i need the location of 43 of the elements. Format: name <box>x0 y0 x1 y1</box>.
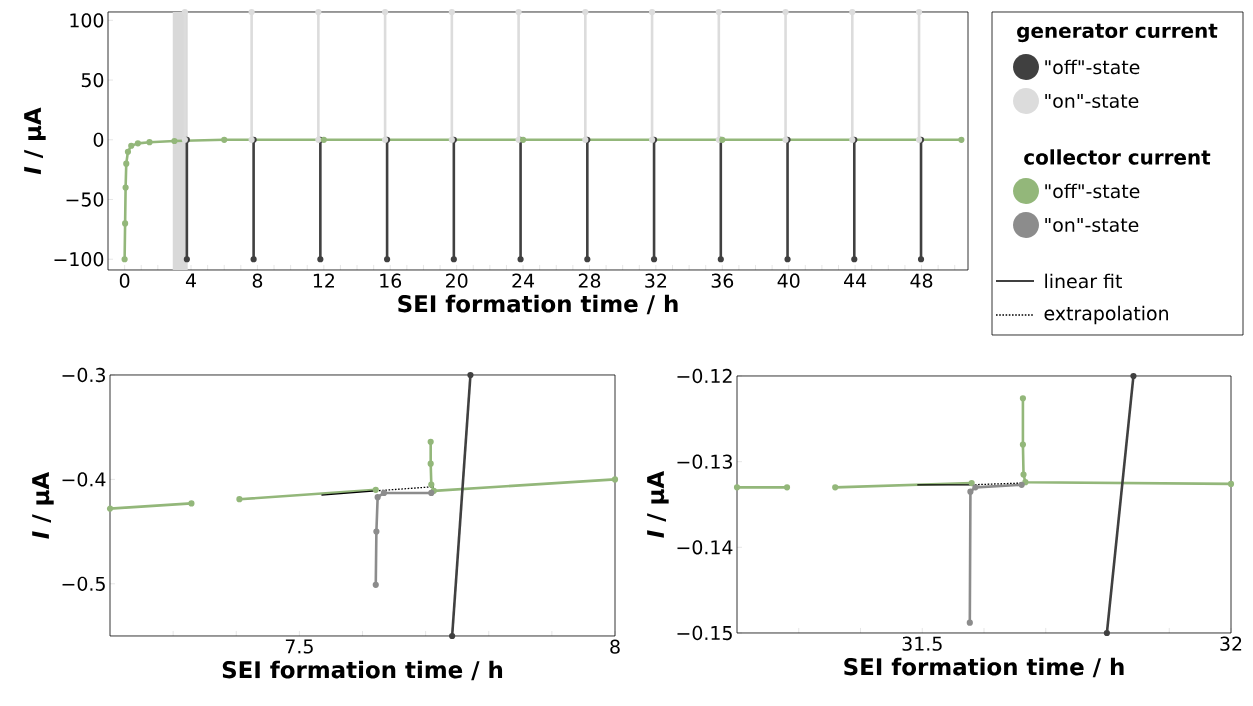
x-tick-label: 20 <box>446 273 468 288</box>
y-tick-label: −0.14 <box>677 540 733 555</box>
y-tick-label: −0.15 <box>677 625 732 641</box>
legend-label: "on"-state <box>1045 93 1139 109</box>
x-tick-label: 12 <box>313 273 334 288</box>
x-tick-label: 0 <box>119 273 130 288</box>
x-tick-label: 32 <box>1220 636 1242 651</box>
x-tick-label: 7.5 <box>285 639 313 654</box>
legend-label: "off"-state <box>1045 183 1140 199</box>
legend-label: linear fit <box>1045 273 1122 289</box>
x-tick-label: 31.5 <box>902 636 942 651</box>
y-axis-title: I / μA <box>647 470 669 538</box>
legend-title: generator current <box>1017 23 1218 43</box>
x-tick-label: 48 <box>910 273 933 288</box>
x-tick-label: 28 <box>578 273 601 288</box>
y-tick-label: −0.5 <box>62 576 105 591</box>
x-axis-title: SEI formation time / h <box>222 660 503 681</box>
y-tick-label: −50 <box>66 192 104 207</box>
x-tick-label: 24 <box>512 273 535 288</box>
y-tick-label: −0.13 <box>677 454 732 469</box>
x-tick-label: 40 <box>777 273 800 288</box>
legend-label: extrapolation <box>1044 305 1168 325</box>
y-tick-label: 0 <box>93 132 104 147</box>
y-tick-label: 50 <box>81 72 104 88</box>
y-tick-label: −0.12 <box>677 368 732 384</box>
y-tick-label: −0.4 <box>62 472 106 487</box>
y-tick-label: 100 <box>70 13 104 28</box>
legend-label: "on"-state <box>1045 217 1139 233</box>
x-tick-label: 8 <box>610 639 620 654</box>
x-tick-label: 16 <box>380 273 402 288</box>
x-tick-label: 8 <box>252 273 263 288</box>
legend-title: collector current <box>1024 149 1211 165</box>
x-axis-title: SEI formation time / h <box>398 294 678 315</box>
y-axis-title: I / μA <box>32 471 54 539</box>
x-tick-label: 4 <box>185 273 196 288</box>
x-tick-label: 44 <box>844 273 867 288</box>
legend-label: "off"-state <box>1045 59 1140 75</box>
x-tick-label: 36 <box>711 273 734 288</box>
x-tick-label: 32 <box>645 273 667 288</box>
y-axis-title: I / μA <box>24 107 46 175</box>
y-tick-label: −100 <box>54 252 104 267</box>
y-tick-label: −0.3 <box>62 367 105 383</box>
x-axis-title: SEI formation time / h <box>844 657 1124 678</box>
